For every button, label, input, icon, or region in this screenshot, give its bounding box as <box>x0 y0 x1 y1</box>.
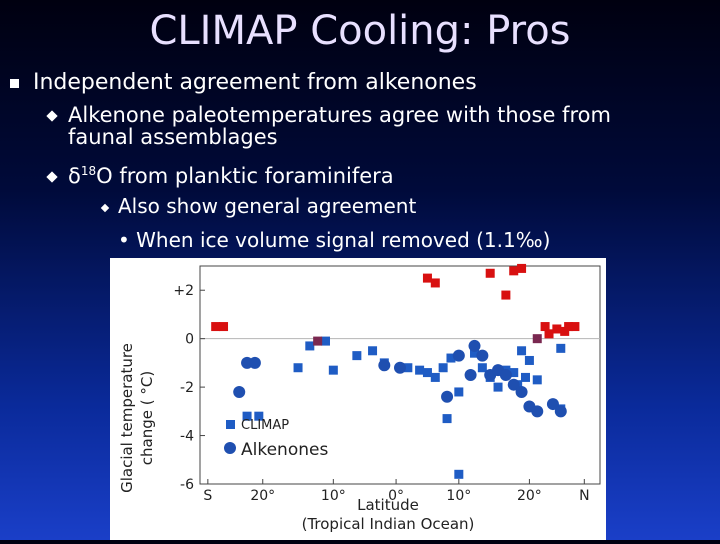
data-point <box>242 411 252 421</box>
data-point <box>394 361 406 374</box>
y-tick-label: +2 <box>173 283 194 299</box>
data-point <box>509 368 519 378</box>
data-point <box>442 414 452 424</box>
legend-climap-label: CLIMAP <box>241 418 289 433</box>
sub-bullet-text: O from planktic foraminifera <box>96 164 394 188</box>
x-axis-label-1: Latitude <box>357 496 419 514</box>
data-point <box>378 359 391 372</box>
data-point <box>446 353 456 363</box>
subsub-bullet: Also show general agreement <box>100 194 417 218</box>
legend-alkenone-label: Alkenones <box>241 440 328 460</box>
data-point <box>520 372 530 382</box>
x-tick-label: 0° <box>388 488 404 504</box>
data-point <box>532 334 542 344</box>
data-point <box>570 322 580 332</box>
data-point <box>441 390 454 403</box>
diamond-bullet-icon <box>46 171 58 183</box>
legend-alkenone-marker <box>224 442 236 454</box>
data-point <box>507 378 520 391</box>
data-point <box>509 266 519 276</box>
data-point <box>564 322 574 332</box>
data-point <box>468 339 481 352</box>
data-point <box>254 411 264 421</box>
data-point <box>248 356 261 369</box>
sub-bullet-text: Alkenone paleotemperatures agree with th… <box>68 103 611 127</box>
data-point <box>544 329 554 339</box>
data-point <box>560 326 570 336</box>
y-axis-label-1: Glacial temperature <box>118 343 136 493</box>
data-point <box>485 268 495 278</box>
legend-climap-marker <box>226 420 235 429</box>
data-point <box>438 363 448 373</box>
data-point <box>470 348 480 358</box>
square-bullet-icon <box>10 78 19 88</box>
sub-bullet-alkenone: Alkenone paleotemperatures agree with th… <box>46 103 611 149</box>
small-diamond-bullet-icon <box>100 203 110 212</box>
y-tick-label: -6 <box>180 477 194 493</box>
y-tick-label: -4 <box>180 429 194 445</box>
data-point <box>415 365 425 375</box>
data-point <box>430 278 440 288</box>
y-tick-label: 0 <box>185 332 194 348</box>
data-point <box>531 405 544 418</box>
data-point <box>352 351 362 361</box>
data-point <box>540 322 550 332</box>
data-point <box>552 324 562 334</box>
data-point <box>517 346 527 356</box>
data-point <box>476 349 489 362</box>
superscript-18: 18 <box>80 164 97 178</box>
data-point <box>493 382 503 392</box>
data-point <box>313 336 323 346</box>
x-tick-label: 10° <box>446 488 471 504</box>
x-tick-label: 20° <box>517 488 542 504</box>
data-point <box>554 405 567 418</box>
data-point <box>499 369 512 381</box>
subsub-text: Also show general agreement <box>118 194 417 218</box>
data-point <box>211 322 221 332</box>
scatter-chart: Glacial temperature change ( °C) Latitud… <box>118 263 601 533</box>
slide-title: CLIMAP Cooling: Pros <box>149 8 571 54</box>
data-point <box>454 387 464 397</box>
subsubsub-text: • When ice volume signal removed (1.1‰) <box>118 228 551 252</box>
data-point <box>532 375 542 385</box>
sub-bullet-d18o: δ18O from planktic foraminifera <box>46 160 394 188</box>
x-axis-label-2: (Tropical Indian Ocean) <box>302 515 475 533</box>
data-point <box>233 385 246 398</box>
data-point <box>452 349 465 362</box>
data-point <box>422 368 432 378</box>
data-point <box>422 273 432 283</box>
data-point <box>293 363 303 373</box>
delta-symbol: δ <box>68 164 81 188</box>
bullet-main: Independent agreement from alkenones <box>10 70 477 95</box>
data-point <box>517 263 527 273</box>
subsubsub-bullet: • When ice volume signal removed (1.1‰) <box>118 228 550 252</box>
chart-panel: Glacial temperature change ( °C) Latitud… <box>110 258 606 540</box>
data-point <box>464 369 477 381</box>
data-point <box>305 341 315 351</box>
data-point <box>328 365 338 375</box>
diamond-bullet-icon <box>46 110 58 122</box>
plot-frame <box>199 265 601 485</box>
data-point <box>556 343 566 353</box>
data-point <box>320 336 330 346</box>
data-point <box>515 385 528 398</box>
x-tick-label: 10° <box>321 488 346 504</box>
data-point <box>219 322 229 332</box>
data-point <box>477 363 487 373</box>
x-tick-label: 20° <box>250 488 275 504</box>
data-point <box>524 355 534 365</box>
sub-bullet-text-cont: faunal assemblages <box>68 125 278 149</box>
data-point <box>368 346 378 356</box>
data-point <box>454 469 464 479</box>
data-point <box>546 398 559 411</box>
data-point <box>501 290 511 300</box>
x-tick-label: N <box>579 488 589 504</box>
bullet-main-text: Independent agreement from alkenones <box>33 70 477 95</box>
y-tick-label: -2 <box>180 380 194 396</box>
y-axis-label-2: change ( °C) <box>138 371 156 465</box>
data-point <box>403 363 413 373</box>
data-point <box>430 372 440 382</box>
x-tick-label: S <box>203 488 212 504</box>
